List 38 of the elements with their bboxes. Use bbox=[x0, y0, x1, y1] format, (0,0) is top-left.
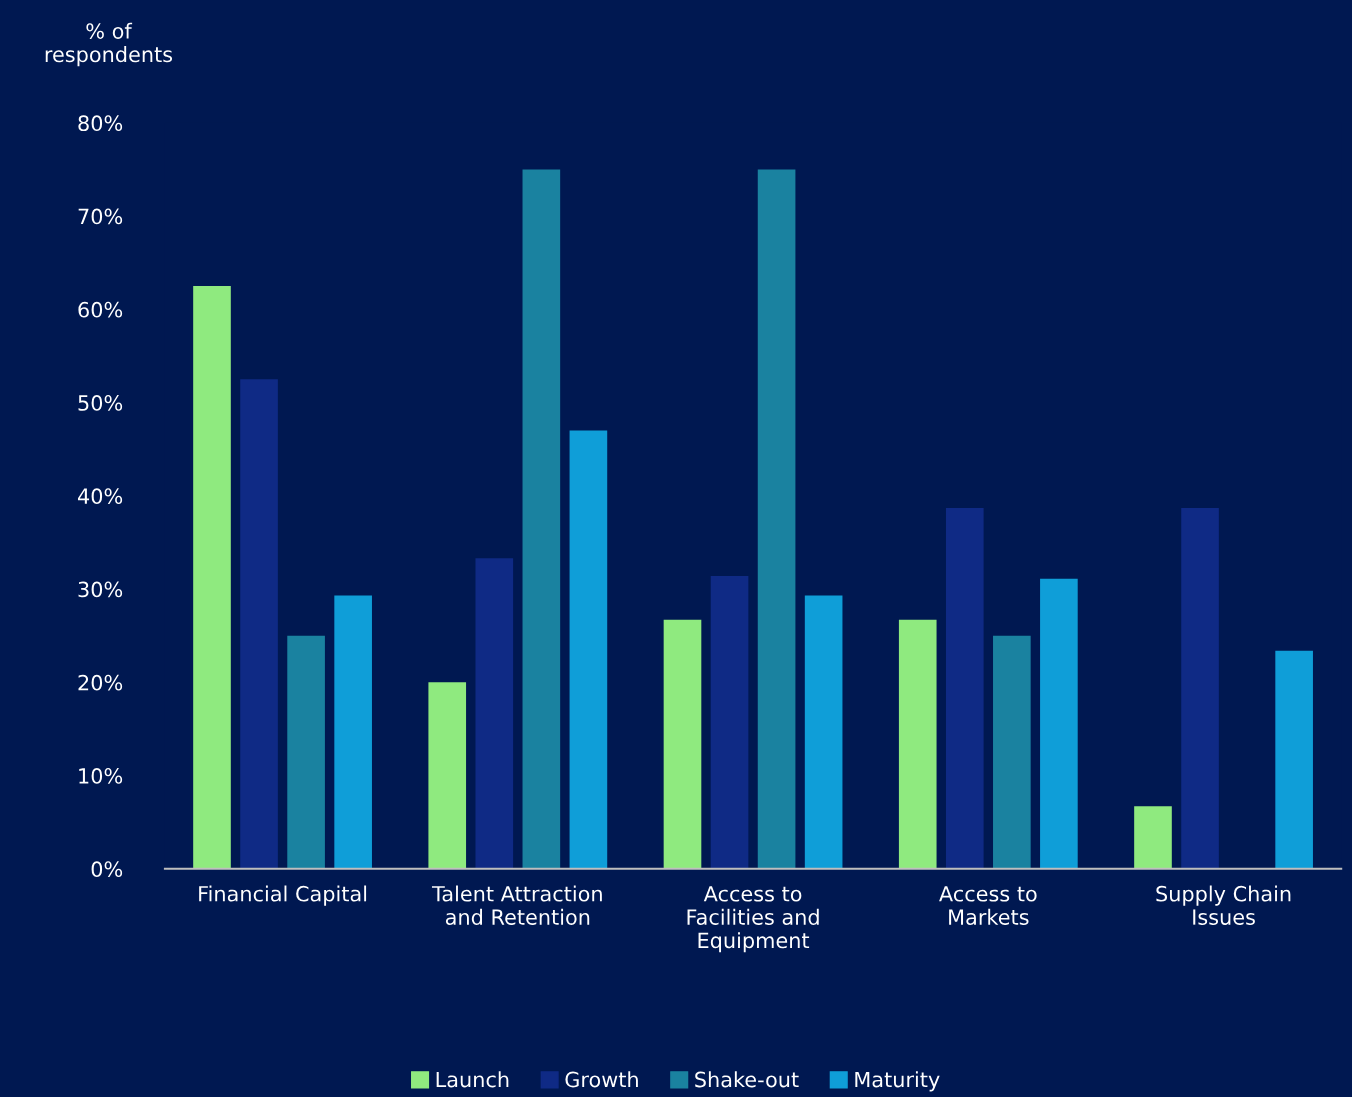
bar bbox=[710, 576, 749, 869]
legend-label: Maturity bbox=[855, 1071, 940, 1092]
bar bbox=[993, 635, 1031, 869]
legend-label: Launch bbox=[436, 1071, 509, 1088]
x-tick-label: Supply Chain Issues bbox=[1156, 885, 1291, 925]
y-tick-label: 20% bbox=[78, 674, 123, 691]
y-tick-label: 40% bbox=[77, 488, 123, 505]
bar bbox=[1181, 507, 1219, 869]
y-tick-label: 10% bbox=[79, 768, 123, 784]
bar bbox=[240, 379, 278, 869]
bar bbox=[287, 635, 325, 869]
bar bbox=[1040, 578, 1078, 869]
bar bbox=[428, 682, 467, 869]
bar bbox=[334, 595, 372, 869]
bar bbox=[569, 430, 608, 869]
bar bbox=[522, 169, 561, 869]
bar bbox=[1275, 650, 1313, 869]
bar bbox=[945, 507, 984, 869]
x-tick-label: Access to Facilities and Equipment bbox=[687, 886, 819, 953]
legend-label: Growth bbox=[565, 1071, 638, 1088]
y-tick-label: 80% bbox=[78, 115, 123, 132]
y-tick-label: 30% bbox=[78, 581, 123, 598]
y-tick-label: 0% bbox=[91, 861, 123, 878]
x-tick-label: Access to Markets bbox=[939, 886, 1037, 925]
bar bbox=[193, 286, 231, 869]
y-axis-title: % of respondents bbox=[45, 22, 173, 67]
bar bbox=[475, 558, 514, 869]
bar bbox=[898, 619, 937, 869]
x-tick-label: Talent Attraction and Retention bbox=[431, 885, 602, 925]
y-tick-label: 70% bbox=[78, 208, 123, 225]
y-tick-label: 60% bbox=[78, 301, 123, 318]
legend-label: Shake-out bbox=[695, 1071, 799, 1088]
bar bbox=[1134, 806, 1172, 869]
bar bbox=[663, 619, 702, 869]
bar bbox=[757, 169, 796, 869]
x-tick-label: Financial Capital bbox=[199, 885, 367, 906]
y-tick-label: 50% bbox=[78, 395, 123, 411]
bar bbox=[804, 595, 843, 869]
